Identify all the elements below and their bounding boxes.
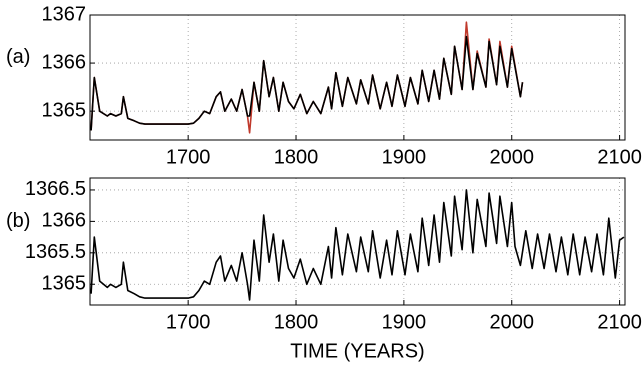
series-line: [90, 35, 524, 131]
plot-frame: [89, 14, 626, 141]
x-tick-label: 1700: [166, 311, 211, 333]
x-tick-label: 1900: [382, 311, 427, 333]
x-tick-label: 2000: [489, 311, 534, 333]
y-tick-label: 1365: [42, 273, 87, 295]
y-tick-label: 1365: [42, 99, 87, 121]
x-tick-label: 2100: [597, 311, 642, 333]
series-line: [90, 189, 625, 301]
x-tick-label: 1900: [382, 146, 427, 168]
y-tick-label: 1365.5: [25, 241, 86, 263]
panel-label: (b): [6, 210, 30, 232]
y-tick-label: 1366.5: [25, 178, 86, 200]
series-line: [90, 21, 524, 134]
x-tick-label: 1700: [166, 146, 211, 168]
y-tick-label: 1367: [42, 3, 87, 25]
x-tick-label: 2000: [489, 146, 534, 168]
x-tick-label: 1800: [274, 146, 319, 168]
x-tick-label: 1800: [274, 311, 319, 333]
y-tick-label: 1366: [42, 210, 87, 232]
panel-label: (a): [6, 46, 30, 68]
y-tick-label: 1366: [42, 51, 87, 73]
x-tick-label: 2100: [597, 146, 642, 168]
x-axis-label: TIME (YEARS): [290, 340, 424, 362]
plot-frame: [89, 177, 626, 306]
